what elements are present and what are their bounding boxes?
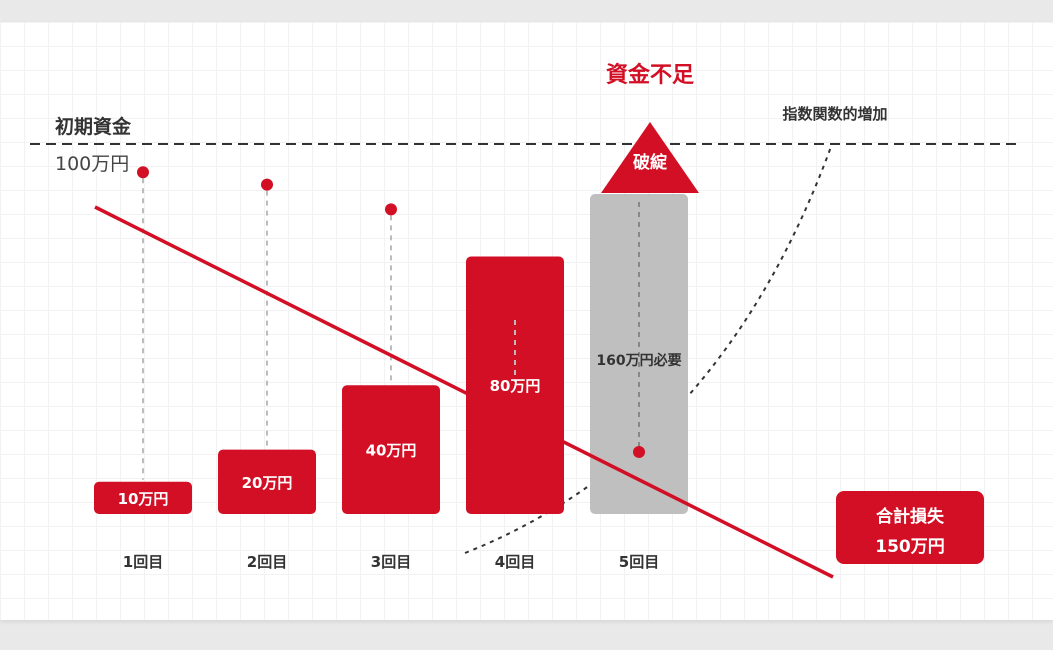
category-label-4: 4回目 bbox=[495, 553, 535, 571]
ruin-label: 破綻 bbox=[633, 152, 668, 173]
shortfall-title: 資金不足 bbox=[606, 62, 694, 88]
bar-1 bbox=[94, 481, 192, 514]
total-loss-title: 合計損失 bbox=[876, 506, 945, 527]
total-loss-amount: 150万円 bbox=[875, 537, 945, 557]
remaining-marker-2 bbox=[261, 178, 273, 191]
bars-group: 10万円 1回目 20万円 2回目 40万円 3回目 80万円 4回目 160万円必要 5回目 bbox=[94, 166, 688, 571]
category-label-2: 2回目 bbox=[247, 553, 287, 571]
remaining-marker-1 bbox=[137, 166, 149, 179]
bar-2 bbox=[218, 449, 316, 514]
total-loss-box bbox=[836, 491, 984, 564]
bar-value-label-4: 80万円 bbox=[490, 377, 541, 395]
declining-capital-line bbox=[94, 205, 834, 579]
bar-value-label-1: 10万円 bbox=[118, 490, 169, 508]
remaining-marker-3 bbox=[385, 203, 397, 216]
bar-value-label-2: 20万円 bbox=[242, 474, 293, 492]
category-label-3: 3回目 bbox=[371, 553, 411, 571]
exponential-growth-label: 指数関数的増加 bbox=[782, 105, 887, 123]
category-label-1: 1回目 bbox=[123, 553, 163, 571]
initial-capital-label: 初期資金 bbox=[55, 115, 132, 138]
bar-4 bbox=[466, 256, 564, 514]
initial-capital-amount: 100万円 bbox=[55, 153, 129, 175]
ruin-triangle bbox=[601, 122, 699, 193]
bar-value-label-5: 160万円必要 bbox=[596, 352, 681, 369]
bar-value-label-3: 40万円 bbox=[366, 442, 417, 460]
remaining-marker-5 bbox=[633, 446, 645, 458]
diagram-card: 初期資金 100万円 資金不足 指数関数的増加 10万円 1回目 20万円 2回目 40… bbox=[0, 22, 1053, 620]
bar-3 bbox=[342, 385, 440, 514]
category-label-5: 5回目 bbox=[619, 553, 659, 571]
exponential-curve bbox=[464, 143, 833, 554]
martingale-diagram: 初期資金 100万円 資金不足 指数関数的増加 10万円 1回目 20万円 2回目 40… bbox=[30, 62, 1020, 579]
